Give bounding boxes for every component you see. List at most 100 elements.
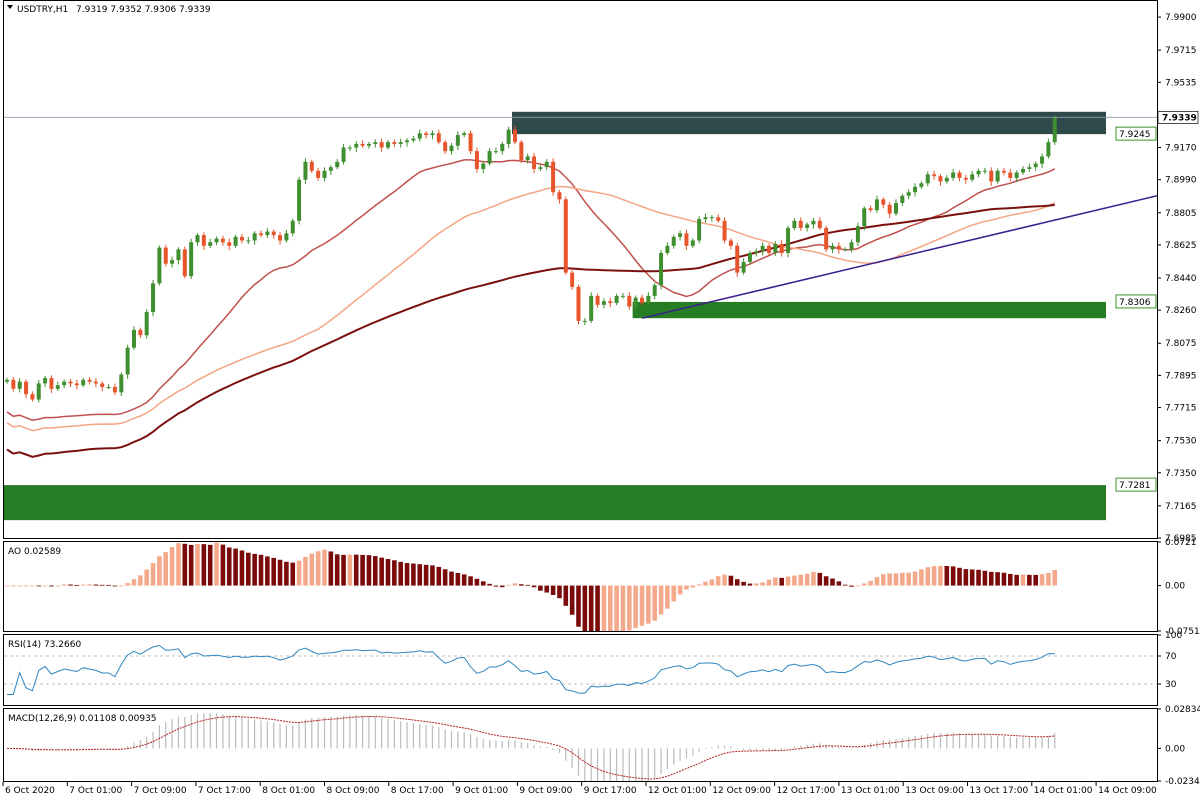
ao-bar [226, 547, 232, 586]
macd-bar [711, 746, 713, 749]
ao-bar [296, 560, 302, 586]
macd-bar [590, 748, 592, 781]
ao-bar [525, 584, 530, 586]
ao-bar [658, 585, 664, 615]
ao-bar [411, 563, 416, 586]
candle-body [786, 227, 791, 253]
macd-bar [495, 740, 497, 749]
ao-bar [849, 585, 854, 587]
macd-bar [152, 731, 154, 749]
macd-bar [190, 715, 192, 749]
ao-bar [931, 566, 937, 586]
ao-bar [119, 585, 124, 587]
ao-bar [557, 585, 562, 599]
macd-bar [279, 724, 281, 749]
macd-bar [527, 743, 529, 749]
ao-bar [938, 565, 943, 586]
ao-bar [538, 585, 543, 591]
price-tick-label: 7.9170 [1165, 144, 1197, 154]
macd-bar [616, 748, 618, 781]
price-tick-label: 7.8075 [1165, 339, 1197, 349]
ao-bar [220, 544, 226, 586]
ao-bar [309, 553, 315, 586]
candle-body [874, 199, 879, 211]
macd-bar [298, 722, 300, 749]
ao-bar [334, 554, 340, 586]
candle-body [259, 233, 263, 236]
ao-bar [842, 584, 848, 586]
price-tick-label: 7.8440 [1165, 274, 1197, 284]
ao-bar [1027, 574, 1032, 586]
zone-price-box [1115, 477, 1157, 492]
trend-line [641, 195, 1158, 319]
price-tick-label: 7.7715 [1165, 404, 1197, 414]
candle-body [754, 251, 759, 253]
macd-bar [850, 747, 853, 749]
candle-body [303, 161, 308, 180]
macd-bar [920, 735, 922, 749]
candle-body [919, 183, 924, 187]
macd-bar [838, 746, 840, 749]
macd-bar [584, 748, 586, 781]
macd-bar [831, 745, 834, 749]
candle-body [589, 295, 594, 321]
ao-bar [690, 585, 696, 588]
macd-bar [793, 746, 795, 749]
candle-body [538, 167, 543, 169]
candle-body [506, 129, 511, 144]
macd-bar [304, 719, 307, 749]
ao-bar [68, 584, 73, 586]
ao-bar [887, 573, 892, 586]
ao-bar [646, 585, 651, 624]
ao-bar [633, 585, 638, 628]
ao-bar [569, 585, 575, 615]
macd-bar [952, 732, 954, 749]
ao-bar [950, 566, 956, 586]
macd-bar [647, 748, 649, 781]
candle-body [989, 170, 994, 182]
ao-bar [576, 585, 581, 627]
candle-body [335, 161, 340, 168]
ao-bar [792, 575, 797, 586]
ao-bar [417, 564, 423, 586]
candle-body [697, 219, 702, 241]
candle-body [741, 261, 746, 273]
candle-body [868, 208, 873, 211]
ao-bar [455, 572, 461, 586]
candle-body [970, 174, 975, 180]
candle-body [690, 240, 695, 246]
candle-body [417, 133, 422, 139]
macd-bar [317, 717, 319, 749]
macd-bar [749, 748, 751, 751]
zone-price-box [1115, 126, 1157, 141]
trend-overlays [4, 116, 1158, 319]
ao-bar [881, 574, 886, 586]
candle-body [360, 143, 365, 146]
ao-bar [328, 551, 334, 586]
macd-bar [292, 725, 294, 749]
candle-body [614, 295, 619, 304]
macd-bar [1022, 737, 1024, 749]
ao-bar [779, 577, 784, 586]
ao-bar [1014, 574, 1019, 586]
macd-bar [330, 716, 332, 749]
macd-bar [514, 740, 516, 749]
candle-body [354, 143, 359, 148]
candle-body [716, 217, 721, 221]
macd-pane[interactable] [3, 708, 1158, 782]
ao-tick-label: -0.07516 [1165, 627, 1200, 637]
macd-bar [120, 748, 122, 749]
macd-bar [603, 748, 605, 781]
macd-bar [539, 746, 541, 749]
macd-bar [1016, 737, 1018, 749]
rsi-pane[interactable] [3, 634, 1158, 706]
time-tick-label: 8 Oct 17:00 [391, 786, 444, 796]
macd-bar [127, 746, 129, 749]
macd-bar [419, 723, 421, 749]
ao-bar [239, 550, 245, 586]
candle-body [157, 247, 162, 284]
candle-body [195, 235, 200, 243]
candle-body [513, 129, 517, 143]
candle-body [887, 204, 892, 214]
